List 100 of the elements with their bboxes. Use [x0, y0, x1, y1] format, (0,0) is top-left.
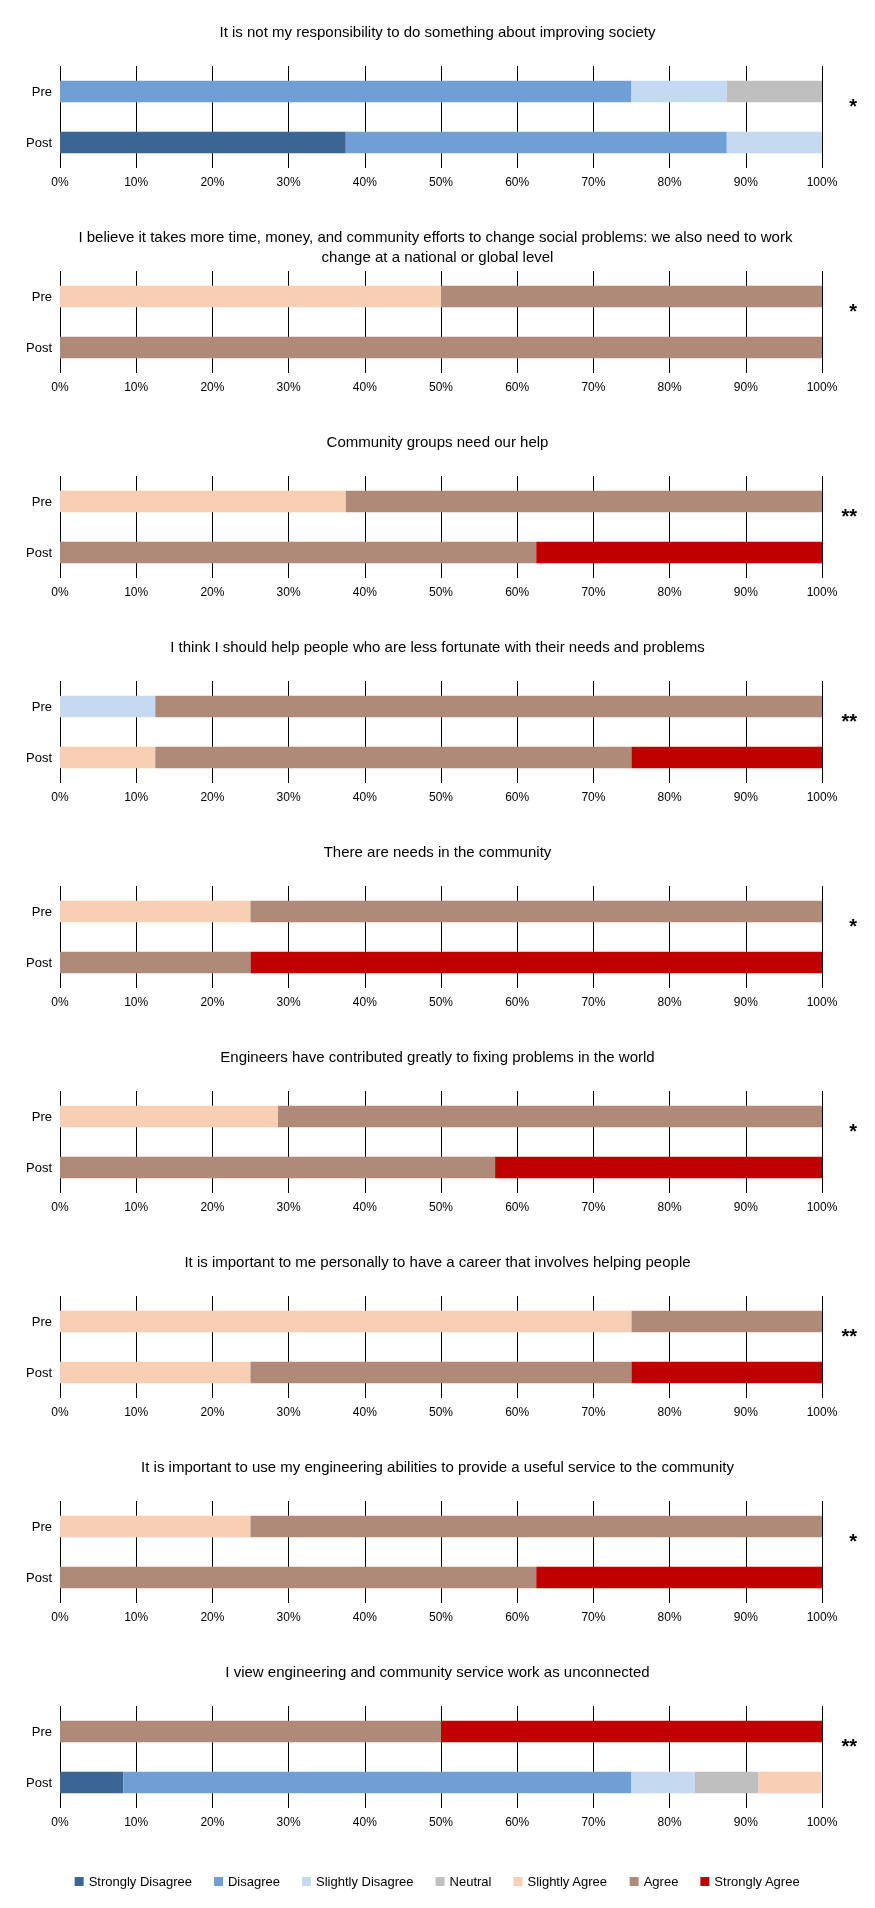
x-tick-label: 70% [581, 790, 606, 804]
y-tick-label: Pre [31, 84, 52, 99]
x-tick-label: 80% [657, 995, 682, 1009]
text: * [849, 915, 858, 937]
x-tick-label: 80% [657, 175, 682, 189]
bar [631, 746, 822, 769]
x-tick-label: 90% [733, 1815, 759, 1829]
x-tick-label: 20% [200, 1200, 225, 1214]
x-tick-label: 40% [352, 175, 378, 189]
x-tick-label: 10% [124, 995, 149, 1009]
x-tick-label: 60% [505, 995, 530, 1009]
text: * [849, 1120, 858, 1142]
x-tick-label: 90% [733, 175, 759, 189]
bar [60, 1361, 251, 1384]
x-tick-label: 10% [124, 1815, 149, 1829]
x-tick-label: 10% [124, 585, 149, 599]
bar [726, 131, 822, 154]
y-tick-label: Post [25, 545, 53, 560]
x-tick-label: 80% [657, 1610, 682, 1624]
x-tick-label: 10% [124, 790, 149, 804]
x-tick-label: 30% [276, 1610, 301, 1624]
x-tick-label: 80% [657, 790, 682, 804]
bar [60, 1156, 496, 1179]
x-tick-label: 80% [657, 1405, 682, 1419]
bar [60, 1515, 251, 1538]
x-tick-label: 0% [51, 175, 69, 189]
x-tick-label: 70% [581, 585, 606, 599]
text: * [849, 95, 858, 117]
x-tick-label: 50% [428, 1405, 454, 1419]
legend-label: Slightly Agree [527, 1874, 607, 1889]
x-tick-label: 90% [733, 1200, 759, 1214]
x-tick-label: 100% [806, 585, 838, 599]
x-tick-label: 70% [581, 1405, 606, 1419]
chart-title: It is not my responsibility to do something about improving society [219, 22, 657, 40]
y-tick-label: Pre [31, 699, 52, 714]
bar [536, 541, 822, 564]
text: ** [841, 710, 858, 732]
x-tick-label: 60% [505, 585, 530, 599]
bar [250, 1515, 822, 1538]
bar [345, 131, 727, 154]
text: ** [841, 1735, 858, 1757]
x-tick-label: 20% [200, 1815, 225, 1829]
x-tick-label: 20% [200, 1610, 225, 1624]
x-tick-label: 50% [428, 585, 454, 599]
x-tick-label: 0% [51, 995, 69, 1009]
x-tick-label: 40% [352, 585, 378, 599]
bar [60, 490, 346, 513]
chart-title: There are needs in the community [323, 842, 552, 860]
x-tick-label: 20% [200, 995, 225, 1009]
x-tick-label: 40% [352, 1200, 378, 1214]
x-tick-label: 10% [124, 1610, 149, 1624]
x-tick-label: 0% [51, 380, 69, 394]
chart-title: I think I should help people who are less fortunate with their needs and problems [170, 637, 705, 655]
legend-label: Strongly Disagree [88, 1874, 192, 1889]
x-tick-label: 50% [428, 1815, 454, 1829]
x-tick-label: 90% [733, 380, 759, 394]
x-tick-label: 20% [200, 175, 225, 189]
legend-label: Slightly Disagree [316, 1874, 414, 1889]
x-tick-label: 80% [657, 1200, 682, 1214]
x-tick-label: 40% [352, 1815, 378, 1829]
x-tick-label: 0% [51, 1405, 69, 1419]
bar [60, 1566, 537, 1589]
x-tick-label: 90% [733, 995, 759, 1009]
x-tick-label: 100% [806, 1405, 838, 1419]
x-tick-label: 30% [276, 380, 301, 394]
x-tick-label: 100% [806, 1610, 838, 1624]
bar [60, 746, 156, 769]
x-tick-label: 0% [51, 585, 69, 599]
x-tick-label: 60% [505, 1610, 530, 1624]
x-tick-label: 100% [806, 175, 838, 189]
x-tick-label: 40% [352, 380, 378, 394]
y-tick-label: Pre [31, 904, 52, 919]
x-tick-label: 50% [428, 995, 454, 1009]
bar [60, 1310, 632, 1333]
text: ** [841, 1325, 858, 1347]
x-tick-label: 90% [733, 1405, 759, 1419]
bar [345, 490, 822, 513]
x-tick-label: 80% [657, 585, 682, 599]
x-tick-label: 60% [505, 1815, 530, 1829]
x-tick-label: 80% [657, 1815, 682, 1829]
bar [495, 1156, 822, 1179]
x-tick-label: 20% [200, 585, 225, 599]
x-tick-label: 0% [51, 790, 69, 804]
x-tick-label: 100% [806, 790, 838, 804]
x-tick-label: 40% [352, 1610, 378, 1624]
x-tick-label: 10% [124, 1200, 149, 1214]
legend-label: Agree [643, 1874, 679, 1889]
y-tick-label: Pre [31, 494, 52, 509]
y-tick-label: Pre [31, 1314, 52, 1329]
x-tick-label: 30% [276, 585, 301, 599]
x-tick-label: 90% [733, 1610, 759, 1624]
x-tick-label: 30% [276, 175, 301, 189]
y-tick-label: Post [25, 1570, 53, 1585]
x-tick-label: 90% [733, 790, 759, 804]
x-tick-label: 20% [200, 1405, 225, 1419]
x-tick-label: 90% [733, 585, 759, 599]
chart-title: I believe it takes more time, money, and community efforts to change social problems: we also need to work change at a national or global level [78, 227, 797, 265]
legend-label: Disagree [227, 1874, 281, 1889]
chart-title: Engineers have contributed greatly to fixing problems in the world [220, 1047, 655, 1065]
y-tick-label: Post [25, 135, 53, 150]
